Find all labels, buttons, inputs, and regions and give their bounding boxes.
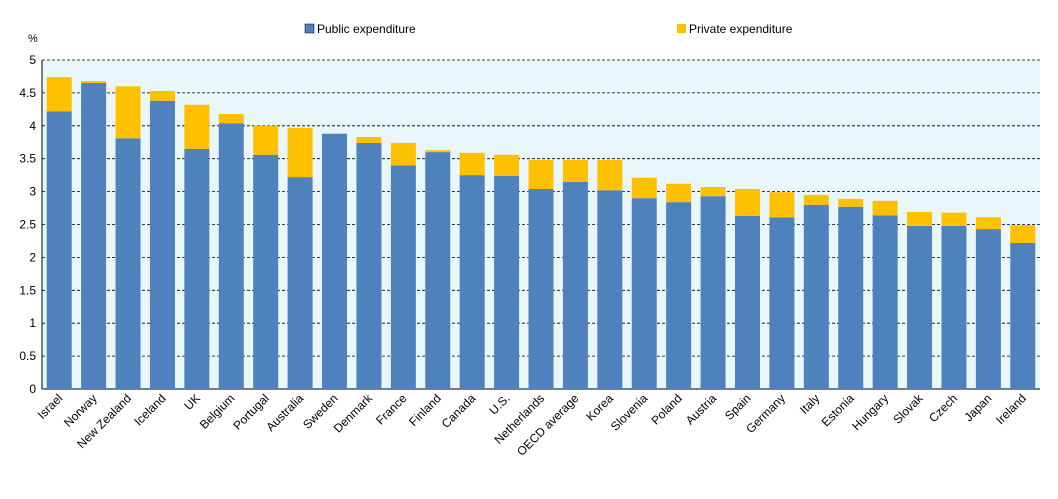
bar-segment (941, 212, 967, 226)
x-tick-label: OECD average (514, 391, 582, 459)
bar-segment (218, 123, 244, 389)
bar-segment (253, 125, 279, 155)
bar-segment (287, 177, 313, 389)
bar-segment (975, 217, 1001, 230)
bar-segment (459, 175, 485, 389)
bar-segment (184, 104, 210, 149)
bar-segment (872, 200, 898, 216)
legend-swatch (677, 24, 686, 33)
x-tick-label: Canada (439, 391, 479, 431)
bar-segment (494, 154, 520, 176)
bar-segment (975, 229, 1001, 389)
bar-segment (81, 83, 107, 389)
x-tick-label: Slovenia (608, 391, 651, 434)
bar-segment (149, 100, 175, 390)
bar-segment (218, 113, 244, 124)
bar-segment (562, 181, 588, 389)
bar-segment (528, 188, 554, 389)
x-tick-label: Korea (583, 391, 616, 424)
x-tick-label: UK (181, 391, 203, 413)
bar-segment (631, 198, 657, 389)
x-tick-label: Iceland (131, 391, 168, 428)
x-tick-label: Japan (961, 391, 994, 424)
x-tick-label: Hungary (849, 391, 891, 433)
bar-segment (390, 142, 416, 166)
bar-segment (322, 133, 348, 389)
y-tick-label: 3.5 (19, 152, 36, 166)
bar-segment (631, 177, 657, 199)
bar-segment (425, 152, 451, 389)
bar-segment (46, 77, 72, 112)
y-tick-label: 5 (29, 53, 36, 67)
y-tick-label: 1 (29, 316, 36, 330)
bar-segment (838, 198, 864, 207)
x-tick-label: U.S. (486, 391, 512, 417)
x-tick-label: France (373, 391, 410, 428)
y-tick-label: 2 (29, 250, 36, 264)
y-tick-label: 3 (29, 185, 36, 199)
bar-segment (769, 217, 795, 389)
x-tick-label: Poland (648, 391, 684, 427)
bar-segment (115, 138, 141, 389)
bar-segment (390, 165, 416, 389)
x-tick-label: Israel (35, 391, 66, 422)
legend-label: Public expenditure (317, 22, 416, 36)
x-tick-label: Italy (797, 391, 822, 416)
bar-segment (734, 188, 760, 216)
y-unit: % (28, 33, 38, 45)
bar-segment (1010, 225, 1036, 243)
bar-segment (46, 111, 72, 389)
bar-segment (528, 160, 554, 189)
bar-segment (907, 211, 933, 226)
bar-segment (1010, 242, 1036, 389)
bar-segment (149, 90, 175, 101)
bar-segment (941, 225, 967, 389)
bar-segment (115, 86, 141, 139)
y-tick-label: 0.5 (19, 349, 36, 363)
legend-label: Private expenditure (689, 22, 793, 36)
x-tick-label: Spain (722, 391, 754, 423)
x-tick-label: Austria (683, 391, 720, 428)
bar-segment (700, 196, 726, 389)
x-tick-label: Finland (406, 391, 444, 429)
bar-segment (356, 136, 382, 143)
bar-segment (597, 160, 623, 191)
bar-segment (81, 81, 107, 84)
bar-segment (425, 150, 451, 153)
bar-segment (769, 192, 795, 218)
bar-segment (872, 215, 898, 389)
x-tick-label: Australia (263, 391, 306, 434)
x-tick-label: Belgium (197, 391, 238, 432)
legend-swatch (304, 23, 315, 34)
bar-segment (253, 154, 279, 389)
y-tick-label: 4 (29, 119, 36, 133)
bar-segment (907, 225, 933, 389)
y-tick-label: 0 (29, 382, 36, 396)
bar-segment (287, 127, 313, 178)
bar-segment (356, 142, 382, 389)
bar-segment (734, 215, 760, 389)
bar-segment (562, 160, 588, 182)
x-tick-label: Denmark (331, 391, 376, 436)
bar-segment (803, 194, 829, 205)
bar-segment (803, 204, 829, 389)
y-tick-label: 1.5 (19, 283, 36, 297)
bar-segment (666, 183, 692, 203)
bar-segment (597, 190, 623, 389)
y-tick-label: 2.5 (19, 218, 36, 232)
bar-segment (459, 152, 485, 176)
x-tick-label: Ireland (993, 391, 1029, 427)
x-tick-label: Czech (926, 391, 960, 425)
y-tick-label: 4.5 (19, 86, 36, 100)
bar-segment (838, 206, 864, 389)
bar-segment (184, 148, 210, 389)
bar-segment (700, 186, 726, 197)
bar-segment (666, 202, 692, 389)
bar-segment (494, 175, 520, 389)
x-tick-label: Slovak (890, 391, 926, 427)
